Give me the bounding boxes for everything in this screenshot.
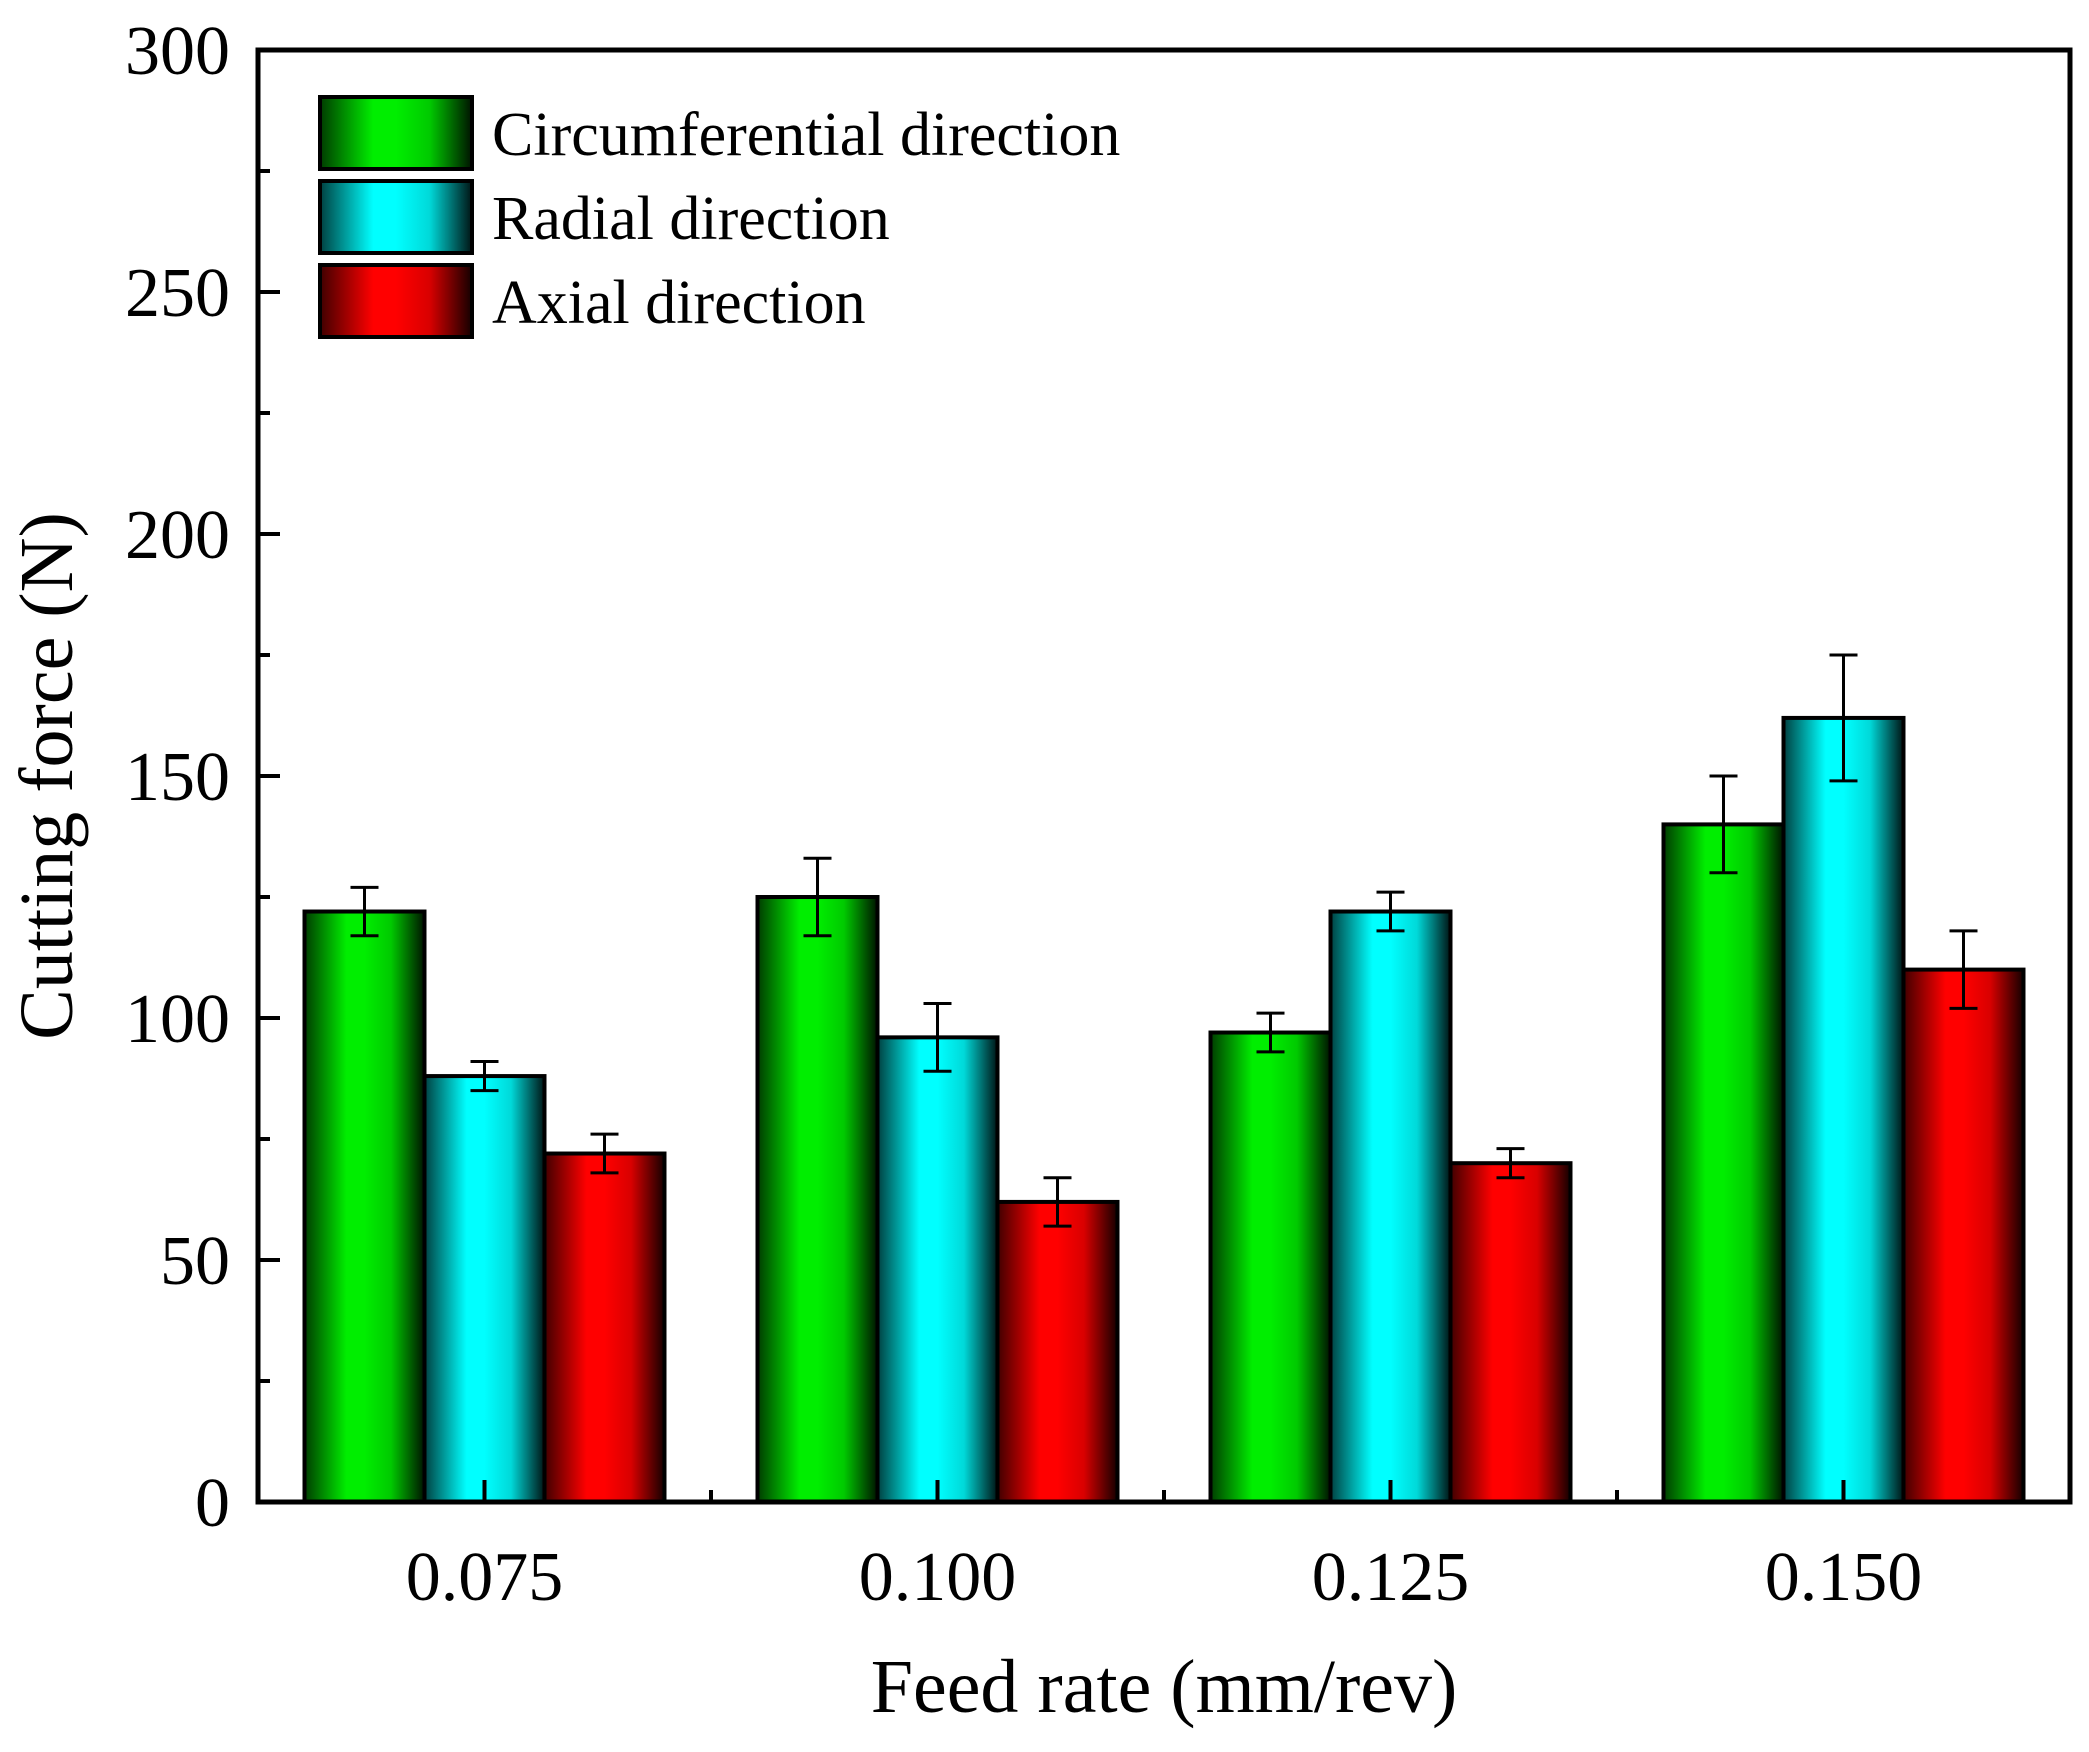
bar xyxy=(302,909,427,1504)
bar xyxy=(422,1074,547,1504)
bar xyxy=(995,1199,1120,1505)
y-tick-label: 300 xyxy=(125,13,230,90)
legend-label: Circumferential direction xyxy=(492,101,1120,169)
legend-swatch xyxy=(318,263,474,339)
x-axis-title: Feed rate (mm/rev) xyxy=(871,1645,1458,1729)
x-axis: 0.075 0.100 0.125 0.150 xyxy=(406,1480,1923,1616)
x-tick-label: 0.150 xyxy=(1765,1539,1923,1616)
bar xyxy=(875,1035,1000,1504)
bar xyxy=(755,895,880,1504)
legend-swatch xyxy=(318,179,474,255)
bar xyxy=(1901,967,2026,1504)
x-tick-label: 0.100 xyxy=(859,1539,1017,1616)
bar xyxy=(1781,715,1906,1504)
y-axis: 0 50 100 150 200 250 300 xyxy=(125,13,280,1542)
bars-layer xyxy=(302,715,2026,1505)
y-tick-label: 100 xyxy=(125,981,230,1058)
bar xyxy=(1661,822,1786,1504)
bar xyxy=(1208,1030,1333,1505)
legend-swatch xyxy=(318,95,474,171)
y-tick-label: 200 xyxy=(125,497,230,574)
error-bars-layer xyxy=(350,653,1978,1228)
y-tick-label: 50 xyxy=(160,1223,230,1300)
legend-label: Radial direction xyxy=(492,185,890,253)
y-tick-label: 0 xyxy=(195,1465,230,1542)
bar xyxy=(542,1151,667,1505)
legend-label: Axial direction xyxy=(492,269,866,337)
legend: Circumferential direction Radial directio… xyxy=(318,95,1120,339)
y-tick-label: 150 xyxy=(125,739,230,816)
bar xyxy=(1328,909,1453,1504)
x-tick-label: 0.075 xyxy=(406,1539,564,1616)
y-axis-title: Cutting force (N) xyxy=(5,512,89,1040)
y-tick-label: 250 xyxy=(125,255,230,332)
x-tick-label: 0.125 xyxy=(1312,1539,1470,1616)
bar xyxy=(1448,1161,1573,1504)
